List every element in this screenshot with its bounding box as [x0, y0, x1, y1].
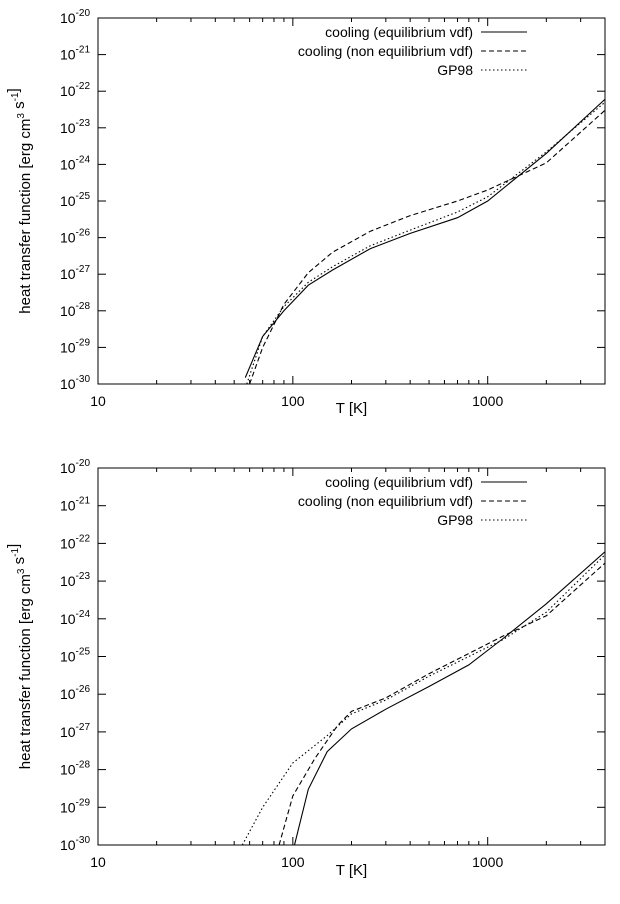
legend-label: GP98 [437, 62, 473, 78]
x-axis-label: T [K] [336, 400, 367, 417]
series-line-solid [244, 98, 605, 378]
x-tick-label: 100 [281, 854, 305, 870]
x-tick-label: 10 [90, 393, 106, 409]
y-tick-label: 10-29 [60, 797, 90, 815]
chart-panel-2: 10 100 1000 10-20 10-21 10-22 10-23 10-24 10-25 1… [5, 458, 606, 879]
plot-frame [97, 17, 606, 385]
legend-label: cooling (equilibrium vdf) [325, 474, 473, 490]
y-tick-label: 10-21 [60, 496, 90, 514]
legend-label: cooling (non equilibrium vdf) [298, 43, 473, 59]
x-tick-label: 10 [90, 854, 106, 870]
x-axis-label: T [K] [336, 862, 367, 879]
y-tick-label: 10-30 [60, 835, 90, 853]
y-tick-label: 10-24 [60, 154, 90, 172]
series-line-dashed [249, 109, 605, 384]
y-tick-label: 10-21 [60, 45, 90, 63]
x-tick-label: 1000 [472, 393, 503, 409]
y-tick-label: 10-27 [60, 722, 90, 740]
y-tick-label: 10-27 [60, 264, 90, 282]
series-line-dashed [278, 562, 605, 845]
series-line-dotted [241, 554, 605, 845]
y-tick-label: 10-26 [60, 684, 90, 702]
y-tick-label: 10-23 [60, 118, 90, 136]
plot-frame [97, 467, 606, 846]
y-tick-label: 10-30 [60, 374, 90, 392]
series-line-dotted [246, 101, 605, 384]
x-tick-label: 100 [281, 393, 305, 409]
y-tick-label: 10-26 [60, 228, 90, 246]
chart-panel-1: 10 100 1000 10-20 10-21 10-22 10-23 10-24 10-25 1… [5, 8, 606, 417]
y-tick-label: 10-28 [60, 301, 90, 319]
y-tick-label: 10-23 [60, 571, 90, 589]
y-axis-label: heat transfer function [erg cm3 s-1] [5, 88, 34, 313]
y-tick-label: 10-28 [60, 760, 90, 778]
y-tick-label: 10-24 [60, 609, 90, 627]
y-tick-label: 10-25 [60, 647, 90, 665]
y-tick-label: 10-22 [60, 533, 90, 551]
legend-label: GP98 [437, 512, 473, 528]
x-tick-label: 1000 [472, 854, 503, 870]
y-tick-label: 10-22 [60, 81, 90, 99]
y-tick-label: 10-20 [60, 458, 90, 476]
y-tick-label: 10-25 [60, 191, 90, 209]
legend-label: cooling (non equilibrium vdf) [298, 493, 473, 509]
y-axis-label: heat transfer function [erg cm3 s-1] [5, 544, 34, 769]
y-tick-label: 10-29 [60, 337, 90, 355]
series-line-solid [293, 551, 605, 845]
legend-label: cooling (equilibrium vdf) [325, 24, 473, 40]
y-tick-label: 10-20 [60, 8, 90, 26]
